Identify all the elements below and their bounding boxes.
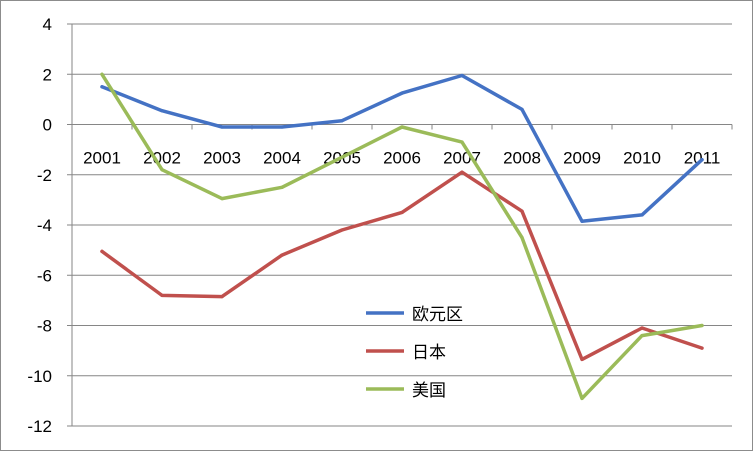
data-point-2-3 (280, 185, 284, 189)
data-point-2-9 (640, 333, 644, 338)
y-tick-label-0: 4 (43, 15, 52, 34)
data-point-0-8 (580, 219, 584, 223)
data-point-1-8 (580, 357, 584, 362)
data-point-0-4 (340, 119, 344, 123)
data-point-2-4 (340, 155, 344, 159)
data-point-0-9 (640, 213, 644, 217)
legend-label-2: 美国 (412, 381, 446, 401)
data-point-2-7 (520, 235, 524, 240)
y-tick-label-4: -4 (37, 216, 52, 235)
data-point-1-10 (700, 346, 704, 350)
x-axis-labels: 2001200220032004200520062007200820092010… (71, 124, 733, 168)
data-point-1-0 (100, 249, 104, 253)
y-tick-label-8: -12 (27, 417, 52, 436)
data-point-0-7 (520, 107, 524, 112)
legend-label-1: 日本 (412, 343, 446, 363)
gridlines (72, 23, 732, 427)
data-point-1-6 (460, 170, 464, 174)
data-point-0-2 (220, 125, 224, 129)
series-lines (100, 72, 704, 401)
legend-label-0: 欧元区 (412, 305, 463, 325)
data-point-0-0 (100, 85, 104, 89)
x-tick-label-2008: 2008 (503, 149, 541, 168)
data-point-1-4 (340, 228, 344, 232)
y-axis: 4 2 0 -2 -4 -6 -8 -10 -12 (27, 15, 73, 436)
y-tick-label-1: 2 (43, 65, 52, 84)
data-point-2-6 (460, 140, 464, 144)
data-point-0-1 (160, 109, 164, 113)
x-tick-label-2003: 2003 (203, 149, 241, 168)
x-tick-label-2006: 2006 (383, 149, 421, 168)
x-tick-label-2009: 2009 (563, 149, 601, 168)
data-point-1-7 (520, 209, 524, 213)
data-point-2-8 (580, 396, 584, 400)
data-point-0-5 (400, 91, 404, 95)
data-point-2-10 (700, 323, 704, 328)
data-point-2-1 (160, 168, 164, 172)
data-point-0-6 (460, 73, 464, 78)
x-tick-label-2001: 2001 (83, 149, 121, 168)
data-point-0-3 (280, 125, 284, 129)
x-tick-label-2010: 2010 (623, 149, 661, 168)
data-point-1-3 (280, 253, 284, 257)
data-point-0-10 (700, 158, 704, 162)
data-point-1-5 (400, 210, 404, 215)
data-point-1-1 (160, 293, 164, 297)
data-point-1-2 (220, 295, 224, 299)
y-tick-label-2: 0 (43, 116, 52, 135)
x-tick-label-2004: 2004 (263, 149, 301, 168)
y-tick-label-3: -2 (37, 166, 52, 185)
x-tick-label-2007: 2007 (443, 149, 481, 168)
data-point-2-2 (220, 197, 224, 201)
series-line-1 (100, 170, 704, 362)
y-tick-label-6: -8 (37, 317, 52, 336)
data-point-2-5 (400, 125, 404, 129)
data-point-2-0 (100, 72, 104, 76)
y-tick-label-7: -10 (27, 367, 52, 386)
data-point-1-9 (640, 326, 644, 330)
y-tick-label-5: -6 (37, 266, 52, 285)
